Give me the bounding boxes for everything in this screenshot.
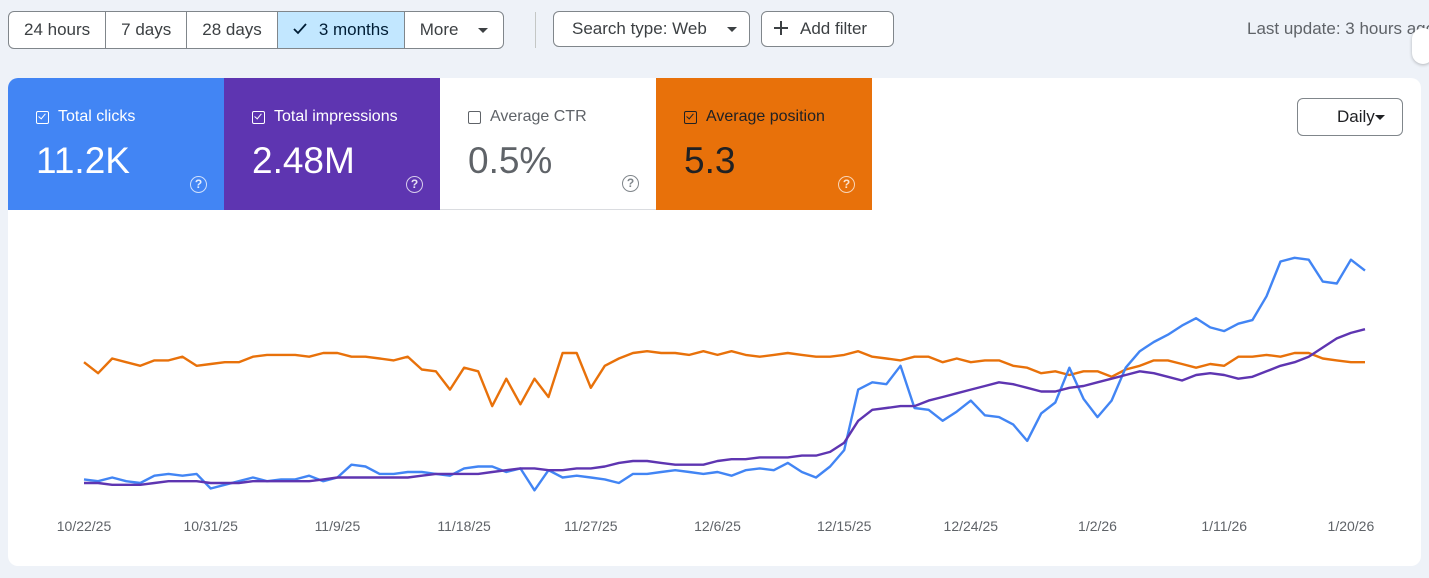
performance-card: 10/22/25 10/31/25 11/9/25 11/18/25 11/27/25 1… <box>8 78 1421 566</box>
range-3-months-label: 3 months <box>318 20 389 39</box>
range-28-days[interactable]: 28 days <box>187 12 278 48</box>
toolbar: 24 hours 7 days 28 days 3 months More Se… <box>0 0 1429 62</box>
range-3-months[interactable]: 3 months <box>277 12 405 48</box>
x-tick-label: 12/15/25 <box>817 518 872 534</box>
granularity-label: Daily <box>1337 107 1375 126</box>
add-filter-label: Add filter <box>800 19 868 38</box>
metric-label: Total clicks <box>58 108 136 125</box>
help-icon[interactable]: ? <box>190 176 207 193</box>
last-update-text: Last update: 3 hours ago <box>1247 19 1429 38</box>
metric-average-ctr[interactable]: Average CTR 0.5% ? <box>440 78 656 210</box>
metric-label: Average position <box>706 108 825 125</box>
range-more-label: More <box>419 20 459 39</box>
range-7-days[interactable]: 7 days <box>106 12 188 48</box>
checkbox-checked-icon[interactable] <box>684 110 697 124</box>
plus-icon <box>774 21 788 35</box>
x-tick-label: 10/22/25 <box>57 518 112 534</box>
checkbox-unchecked-icon[interactable] <box>468 110 481 124</box>
x-tick-label: 12/6/25 <box>694 518 741 534</box>
check-icon <box>293 12 307 48</box>
granularity-dropdown[interactable]: Daily <box>1297 98 1403 136</box>
help-icon[interactable]: ? <box>622 175 639 192</box>
range-more-button[interactable]: More <box>405 12 504 48</box>
x-tick-label: 11/18/25 <box>437 518 491 534</box>
metric-total-impressions[interactable]: Total impressions 2.48M ? <box>224 78 440 210</box>
caret-down-icon <box>726 27 737 33</box>
x-tick-label: 1/11/26 <box>1201 518 1247 534</box>
x-axis: 10/22/25 10/31/25 11/9/25 11/18/25 11/27/25 1… <box>57 518 1375 534</box>
x-tick-label: 11/9/25 <box>315 518 361 534</box>
search-type-label: Search type: Web <box>572 19 707 38</box>
metric-value: 0.5% <box>468 140 553 181</box>
range-24-hours[interactable]: 24 hours <box>9 12 107 48</box>
metric-value: 11.2K <box>36 140 130 181</box>
metric-average-position[interactable]: Average position 5.3 ? <box>656 78 872 210</box>
series-lines <box>83 256 1366 492</box>
help-icon[interactable]: ? <box>406 176 423 193</box>
checkbox-checked-icon[interactable] <box>252 110 265 124</box>
metric-total-clicks[interactable]: Total clicks 11.2K ? <box>8 78 224 210</box>
scroll-right-button[interactable] <box>1412 28 1429 64</box>
metric-value: 2.48M <box>252 140 355 181</box>
search-type-dropdown[interactable]: Search type: Web <box>553 11 750 47</box>
metric-value: 5.3 <box>684 140 736 181</box>
checkbox-checked-icon[interactable] <box>36 110 49 124</box>
x-tick-label: 12/24/25 <box>944 518 999 534</box>
add-filter-button[interactable]: Add filter <box>761 11 894 47</box>
x-tick-label: 10/31/25 <box>183 518 238 534</box>
date-range-selector: 24 hours 7 days 28 days 3 months More <box>8 11 505 49</box>
x-tick-label: 1/20/26 <box>1328 518 1375 534</box>
series-line-average-position <box>83 350 1365 408</box>
x-tick-label: 11/27/25 <box>564 518 618 534</box>
performance-chart: 10/22/25 10/31/25 11/9/25 11/18/25 11/27/25 1… <box>57 256 1375 534</box>
divider <box>535 12 536 48</box>
x-tick-label: 1/2/26 <box>1078 518 1117 534</box>
series-line-total-clicks <box>83 256 1366 492</box>
series-line-total-impressions <box>84 328 1366 486</box>
help-icon[interactable]: ? <box>838 176 855 193</box>
caret-down-icon <box>1375 115 1385 120</box>
metric-label: Total impressions <box>274 108 398 125</box>
metric-label: Average CTR <box>490 108 587 125</box>
caret-down-icon <box>478 28 489 34</box>
